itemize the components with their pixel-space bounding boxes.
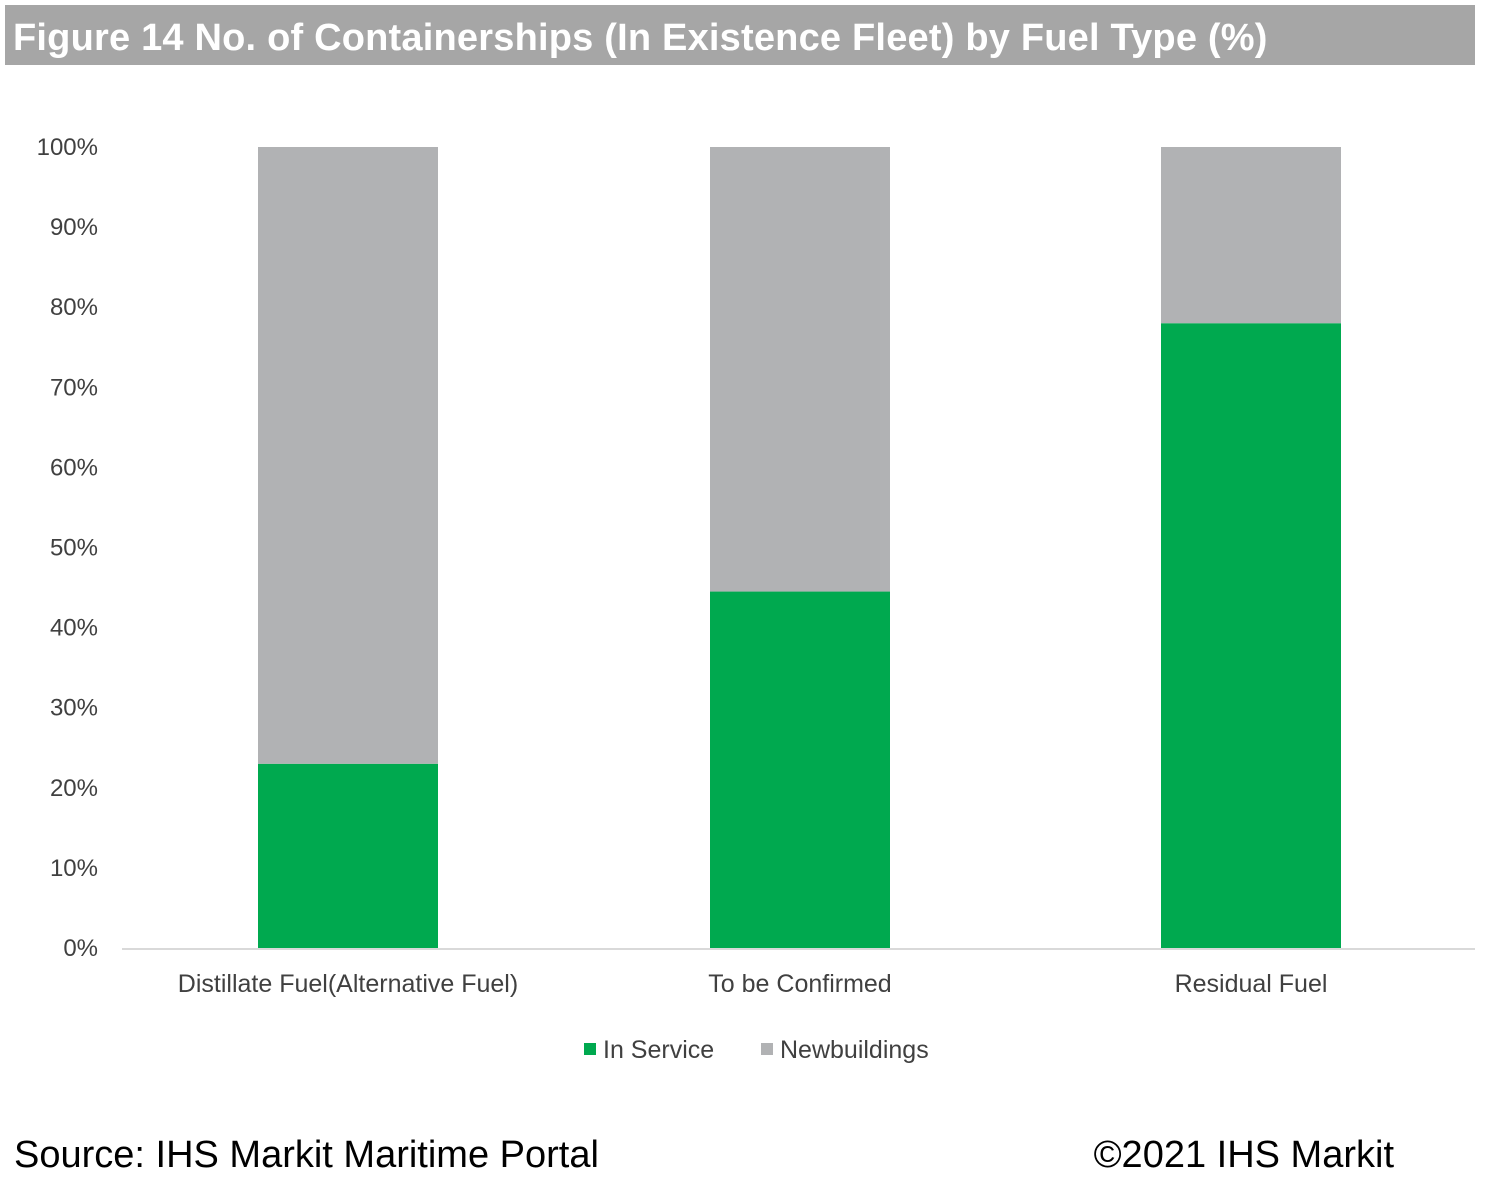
y-tick-label: 0% bbox=[63, 935, 98, 962]
legend-label-in-service: In Service bbox=[603, 1036, 714, 1064]
copyright-note: ©2021 IHS Markit bbox=[1093, 1134, 1394, 1176]
y-tick-label: 60% bbox=[50, 454, 98, 481]
y-tick-label: 90% bbox=[50, 214, 98, 241]
bar-segment-newbuildings bbox=[1161, 147, 1341, 324]
bar-segment-newbuildings bbox=[710, 147, 890, 592]
legend-swatch-in-service bbox=[584, 1043, 596, 1055]
bar-segment-in-service bbox=[710, 591, 890, 948]
y-tick-label: 80% bbox=[50, 294, 98, 321]
y-tick-label: 40% bbox=[50, 615, 98, 642]
y-tick-label: 10% bbox=[50, 855, 98, 882]
y-tick-label: 70% bbox=[50, 374, 98, 401]
bar-segment-newbuildings bbox=[258, 147, 438, 764]
x-category-label: Distillate Fuel(Alternative Fuel) bbox=[178, 970, 518, 998]
chart-title-bar: Figure 14 No. of Containerships (In Exis… bbox=[5, 5, 1475, 65]
legend-swatch-newbuildings bbox=[761, 1043, 773, 1055]
y-tick-label: 20% bbox=[50, 775, 98, 802]
y-tick-label: 100% bbox=[37, 134, 98, 161]
y-tick-label: 50% bbox=[50, 535, 98, 562]
legend-label-newbuildings: Newbuildings bbox=[780, 1036, 929, 1064]
source-note: Source: IHS Markit Maritime Portal bbox=[14, 1134, 599, 1176]
stacked-bar-chart: 0% 10% 20% 30% 40% 50% 60% 70% 80% 90% 100% Distill… bbox=[37, 134, 1475, 1064]
bar-segment-in-service bbox=[258, 763, 438, 948]
y-tick-label: 30% bbox=[50, 695, 98, 722]
bar-segment-in-service bbox=[1161, 323, 1341, 949]
chart-title: Figure 14 No. of Containerships (In Exis… bbox=[13, 17, 1268, 59]
x-category-label: Residual Fuel bbox=[1175, 970, 1328, 998]
x-category-label: To be Confirmed bbox=[708, 970, 891, 998]
